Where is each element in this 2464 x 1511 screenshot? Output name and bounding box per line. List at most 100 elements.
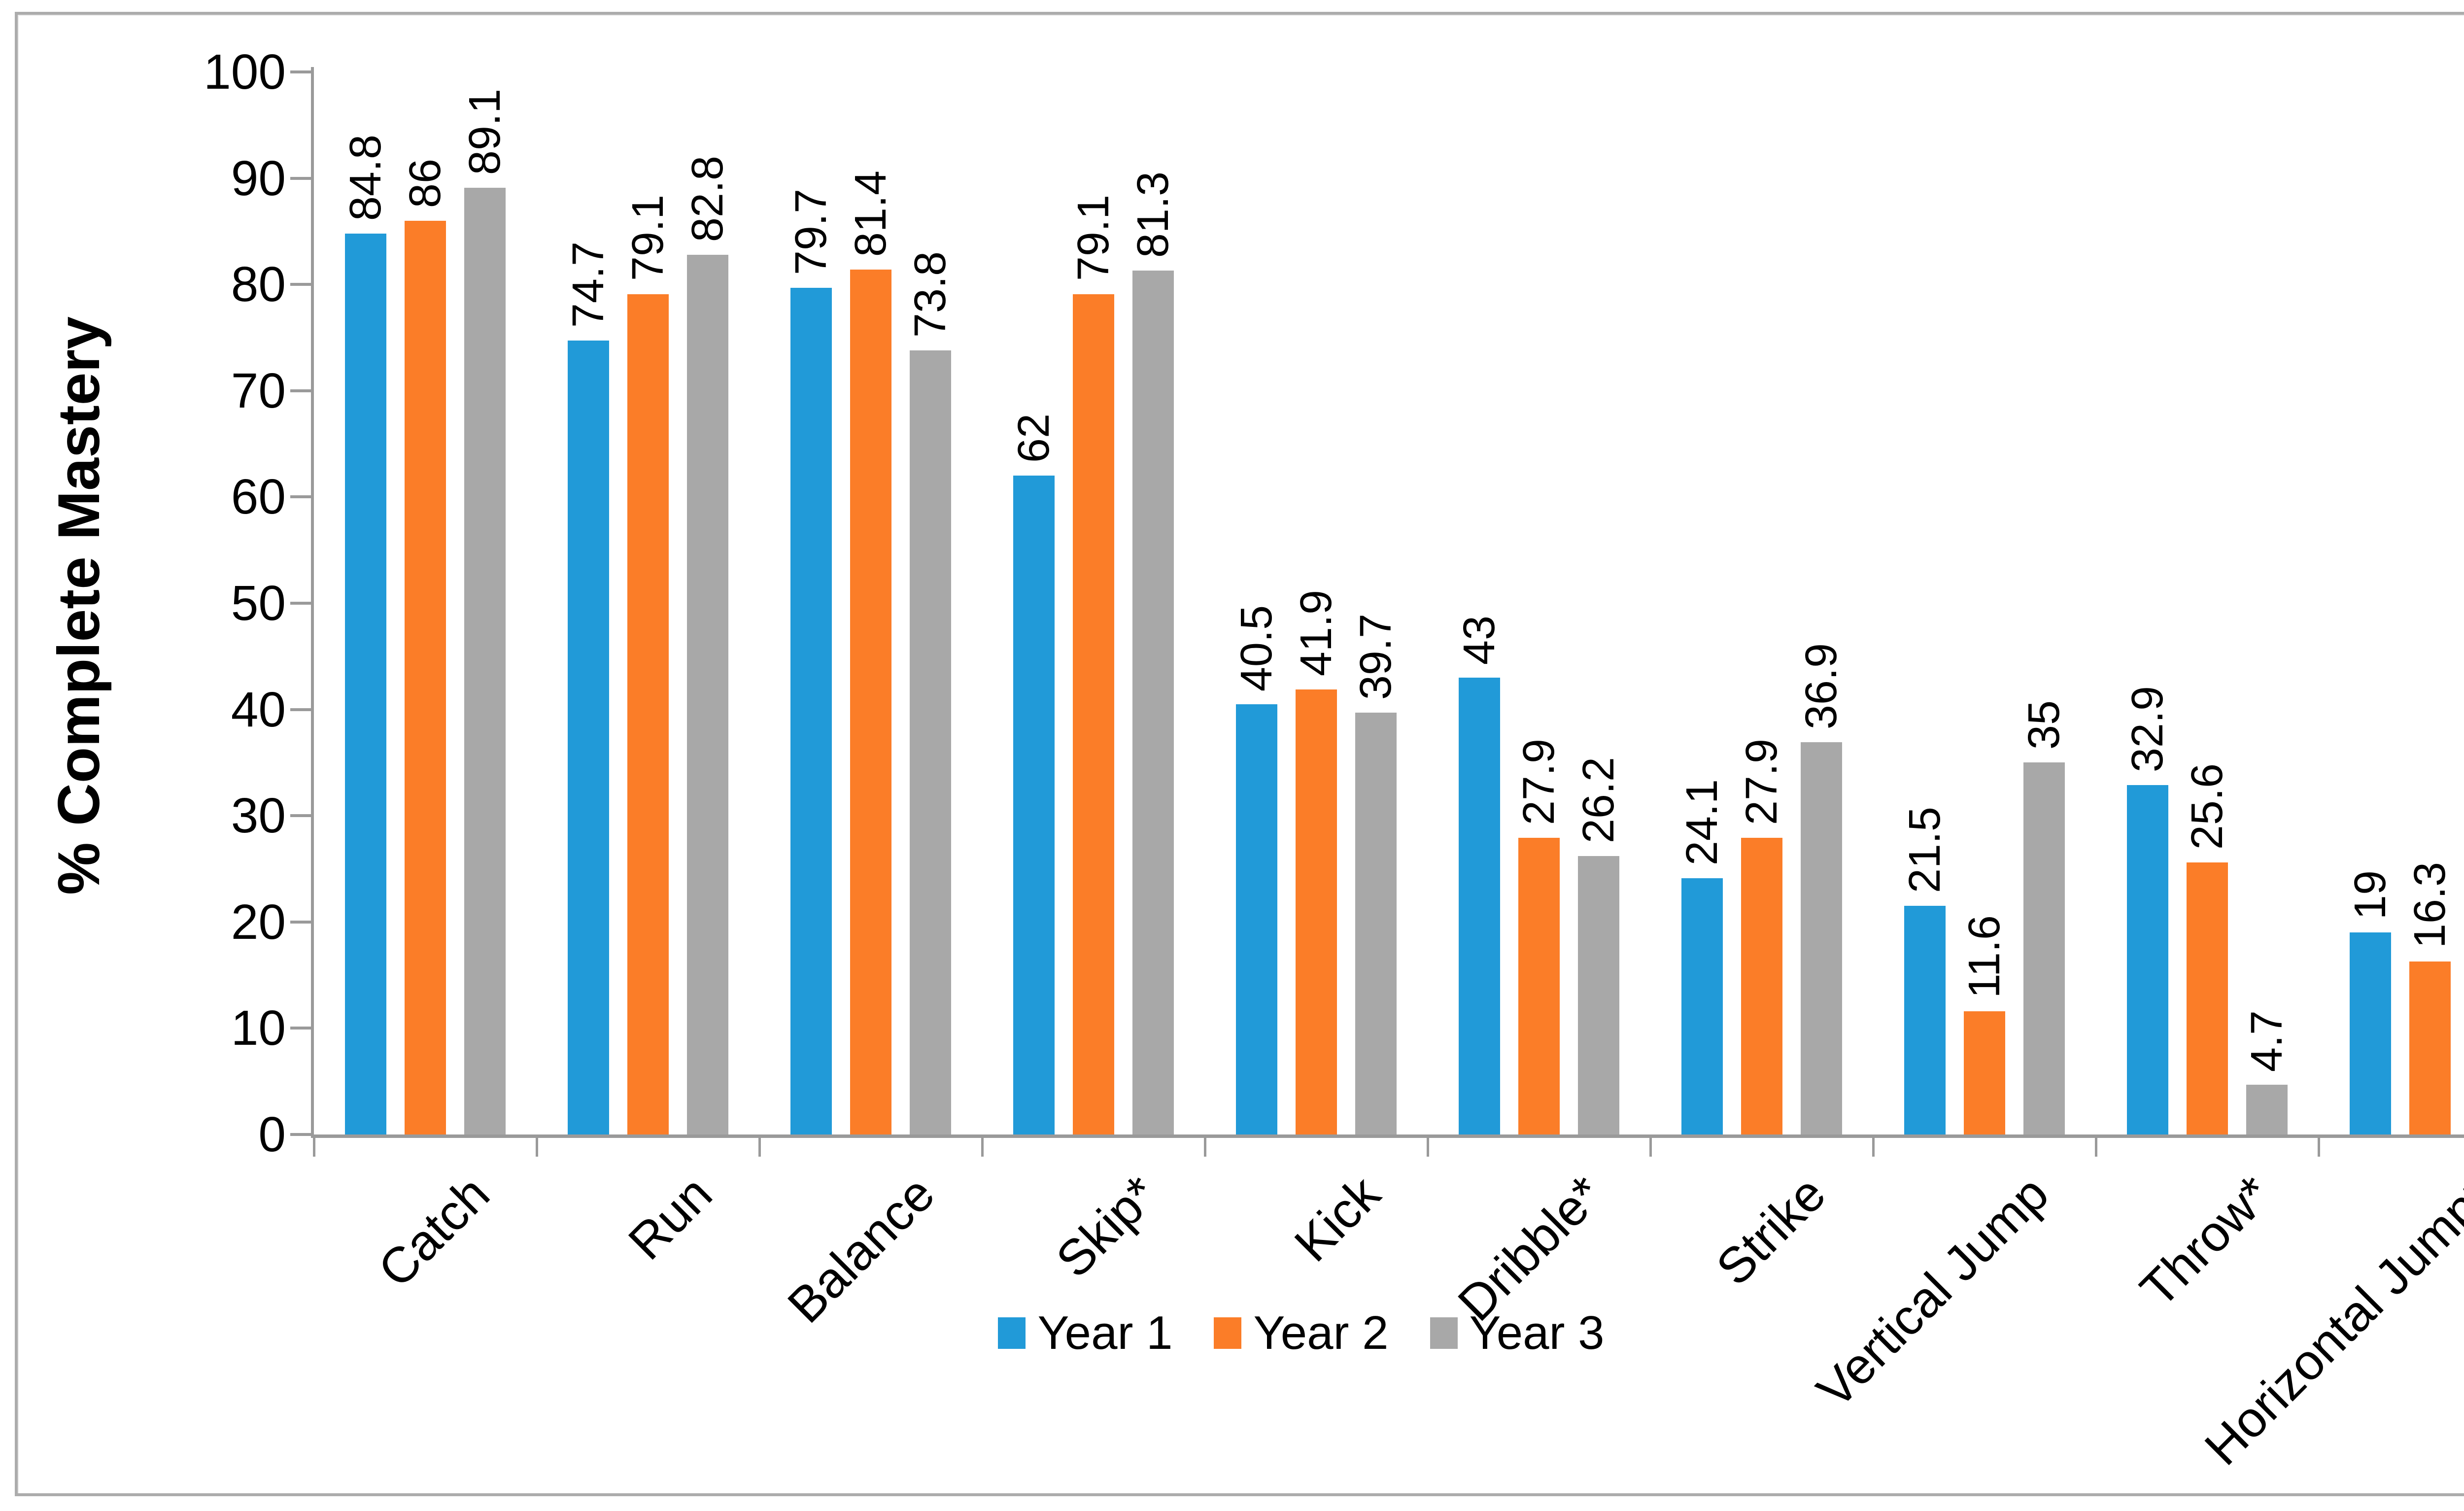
y-tick-mark — [290, 1027, 312, 1030]
y-tick-mark — [290, 920, 312, 924]
y-tick-mark — [290, 1133, 312, 1136]
bar-year-2-balance — [850, 270, 891, 1134]
y-tick-label: 10 — [231, 1000, 286, 1056]
value-label-year-3-run: 82.8 — [683, 155, 732, 242]
legend-marker-year-1 — [998, 1317, 1026, 1349]
y-tick-label: 80 — [231, 257, 286, 312]
x-tick-mark — [313, 1138, 315, 1157]
value-label-year-1-run: 74.7 — [564, 241, 613, 328]
legend-item-year-3: Year 3 — [1430, 1306, 1605, 1360]
bar-year-1-horizontal-jump — [2350, 932, 2391, 1134]
y-tick-mark — [290, 389, 312, 392]
legend-item-year-2: Year 2 — [1214, 1306, 1389, 1360]
y-tick-mark — [290, 814, 312, 818]
bar-year-2-throw — [2187, 862, 2228, 1134]
y-tick-mark — [290, 708, 312, 711]
value-label-year-2-catch: 86 — [401, 158, 450, 208]
x-tick-mark — [536, 1138, 538, 1157]
bar-year-2-horizontal-jump — [2409, 961, 2451, 1134]
x-tick-mark — [2318, 1138, 2320, 1157]
y-axis-line — [311, 67, 314, 1137]
value-label-year-1-kick: 40.5 — [1232, 605, 1281, 691]
value-label-year-2-dribble: 27.9 — [1514, 739, 1564, 825]
value-label-year-1-strike: 24.1 — [1677, 779, 1727, 866]
bar-year-3-strike — [1801, 742, 1842, 1134]
legend-label-year-1: Year 1 — [1037, 1306, 1173, 1359]
y-tick-label: 40 — [231, 682, 286, 737]
value-label-year-3-throw: 4.7 — [2242, 1010, 2292, 1072]
bar-year-1-balance — [790, 287, 832, 1134]
value-label-year-1-throw: 32.9 — [2123, 686, 2172, 772]
x-tick-mark — [1204, 1138, 1206, 1157]
bar-year-1-skip — [1013, 476, 1055, 1134]
bar-year-2-kick — [1296, 689, 1337, 1134]
y-tick-mark — [290, 602, 312, 605]
value-label-year-1-vertical-jump: 21.5 — [1900, 807, 1950, 893]
x-category-label-catch: Catch — [367, 1165, 500, 1298]
x-tick-mark — [1427, 1138, 1429, 1157]
y-tick-mark — [290, 176, 312, 180]
bar-year-2-catch — [405, 220, 446, 1134]
y-tick-label: 30 — [231, 788, 286, 844]
value-label-year-2-throw: 25.6 — [2183, 763, 2232, 850]
bar-year-1-vertical-jump — [1904, 906, 1946, 1134]
x-axis-line — [311, 1134, 2464, 1138]
value-label-year-3-kick: 39.7 — [1351, 613, 1401, 700]
bar-year-1-throw — [2127, 785, 2168, 1134]
x-category-label-run: Run — [617, 1165, 723, 1271]
bar-year-3-catch — [464, 188, 506, 1134]
value-label-year-2-skip: 79.1 — [1069, 195, 1118, 281]
y-tick-mark — [290, 495, 312, 499]
bar-year-2-vertical-jump — [1964, 1011, 2005, 1134]
value-label-year-1-dribble: 43 — [1455, 615, 1504, 665]
bar-year-1-strike — [1681, 878, 1723, 1134]
y-tick-label: 60 — [231, 469, 286, 525]
bar-year-1-catch — [345, 233, 386, 1134]
value-label-year-1-skip: 62 — [1009, 413, 1059, 463]
y-tick-mark — [290, 70, 312, 73]
bar-year-1-kick — [1236, 704, 1277, 1134]
legend-label-year-3: Year 3 — [1469, 1306, 1605, 1359]
x-category-label-kick: Kick — [1284, 1165, 1391, 1272]
y-tick-label: 70 — [231, 363, 286, 418]
legend-marker-year-3 — [1430, 1317, 1458, 1349]
value-label-year-3-catch: 89.1 — [460, 88, 510, 175]
bar-year-3-kick — [1355, 713, 1397, 1134]
y-tick-label: 90 — [231, 150, 286, 206]
x-category-label-vertical-jump: Vertical Jump — [1806, 1165, 2059, 1419]
value-label-year-2-run: 79.1 — [623, 195, 673, 281]
value-label-year-2-horizontal-jump: 16.3 — [2405, 862, 2455, 949]
value-label-year-3-balance: 73.8 — [906, 251, 955, 338]
x-tick-mark — [2095, 1138, 2097, 1157]
bar-year-3-vertical-jump — [2023, 762, 2065, 1134]
legend-label-year-2: Year 2 — [1253, 1306, 1389, 1359]
y-tick-label: 20 — [231, 894, 286, 950]
value-label-year-2-balance: 81.4 — [846, 170, 895, 257]
bar-year-3-dribble — [1578, 856, 1619, 1134]
value-label-year-2-kick: 41.9 — [1292, 590, 1341, 677]
value-label-year-2-vertical-jump: 11.6 — [1960, 915, 2009, 998]
x-tick-mark — [1872, 1138, 1875, 1157]
x-tick-mark — [981, 1138, 984, 1157]
x-category-label-skip: Skip* — [1045, 1165, 1168, 1288]
bar-year-1-run — [568, 341, 609, 1134]
bar-year-1-dribble — [1459, 677, 1500, 1134]
value-label-year-2-strike: 27.9 — [1737, 739, 1786, 825]
x-category-label-throw: Throw* — [2129, 1165, 2282, 1318]
x-tick-mark — [1649, 1138, 1652, 1157]
y-tick-label: 0 — [258, 1107, 286, 1162]
x-tick-mark — [758, 1138, 761, 1157]
y-tick-label: 50 — [231, 576, 286, 631]
bar-year-2-run — [627, 294, 669, 1134]
value-label-year-3-skip: 81.3 — [1129, 172, 1178, 258]
legend: Year 1 Year 2 Year 3 — [0, 1306, 2464, 1360]
y-tick-mark — [290, 283, 312, 286]
bar-year-2-skip — [1073, 294, 1114, 1134]
value-label-year-1-catch: 84.8 — [341, 134, 390, 221]
value-label-year-1-horizontal-jump: 19 — [2346, 870, 2395, 920]
bar-year-2-strike — [1741, 838, 1782, 1134]
bar-year-3-run — [687, 254, 728, 1134]
value-label-year-3-dribble: 26.2 — [1574, 756, 1623, 844]
